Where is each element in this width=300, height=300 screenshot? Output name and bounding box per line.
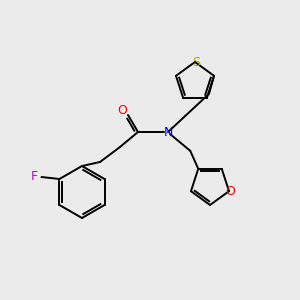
Text: O: O: [117, 104, 127, 118]
Text: N: N: [163, 125, 173, 139]
Text: S: S: [192, 56, 200, 68]
Text: O: O: [225, 185, 235, 198]
Text: F: F: [31, 170, 38, 184]
